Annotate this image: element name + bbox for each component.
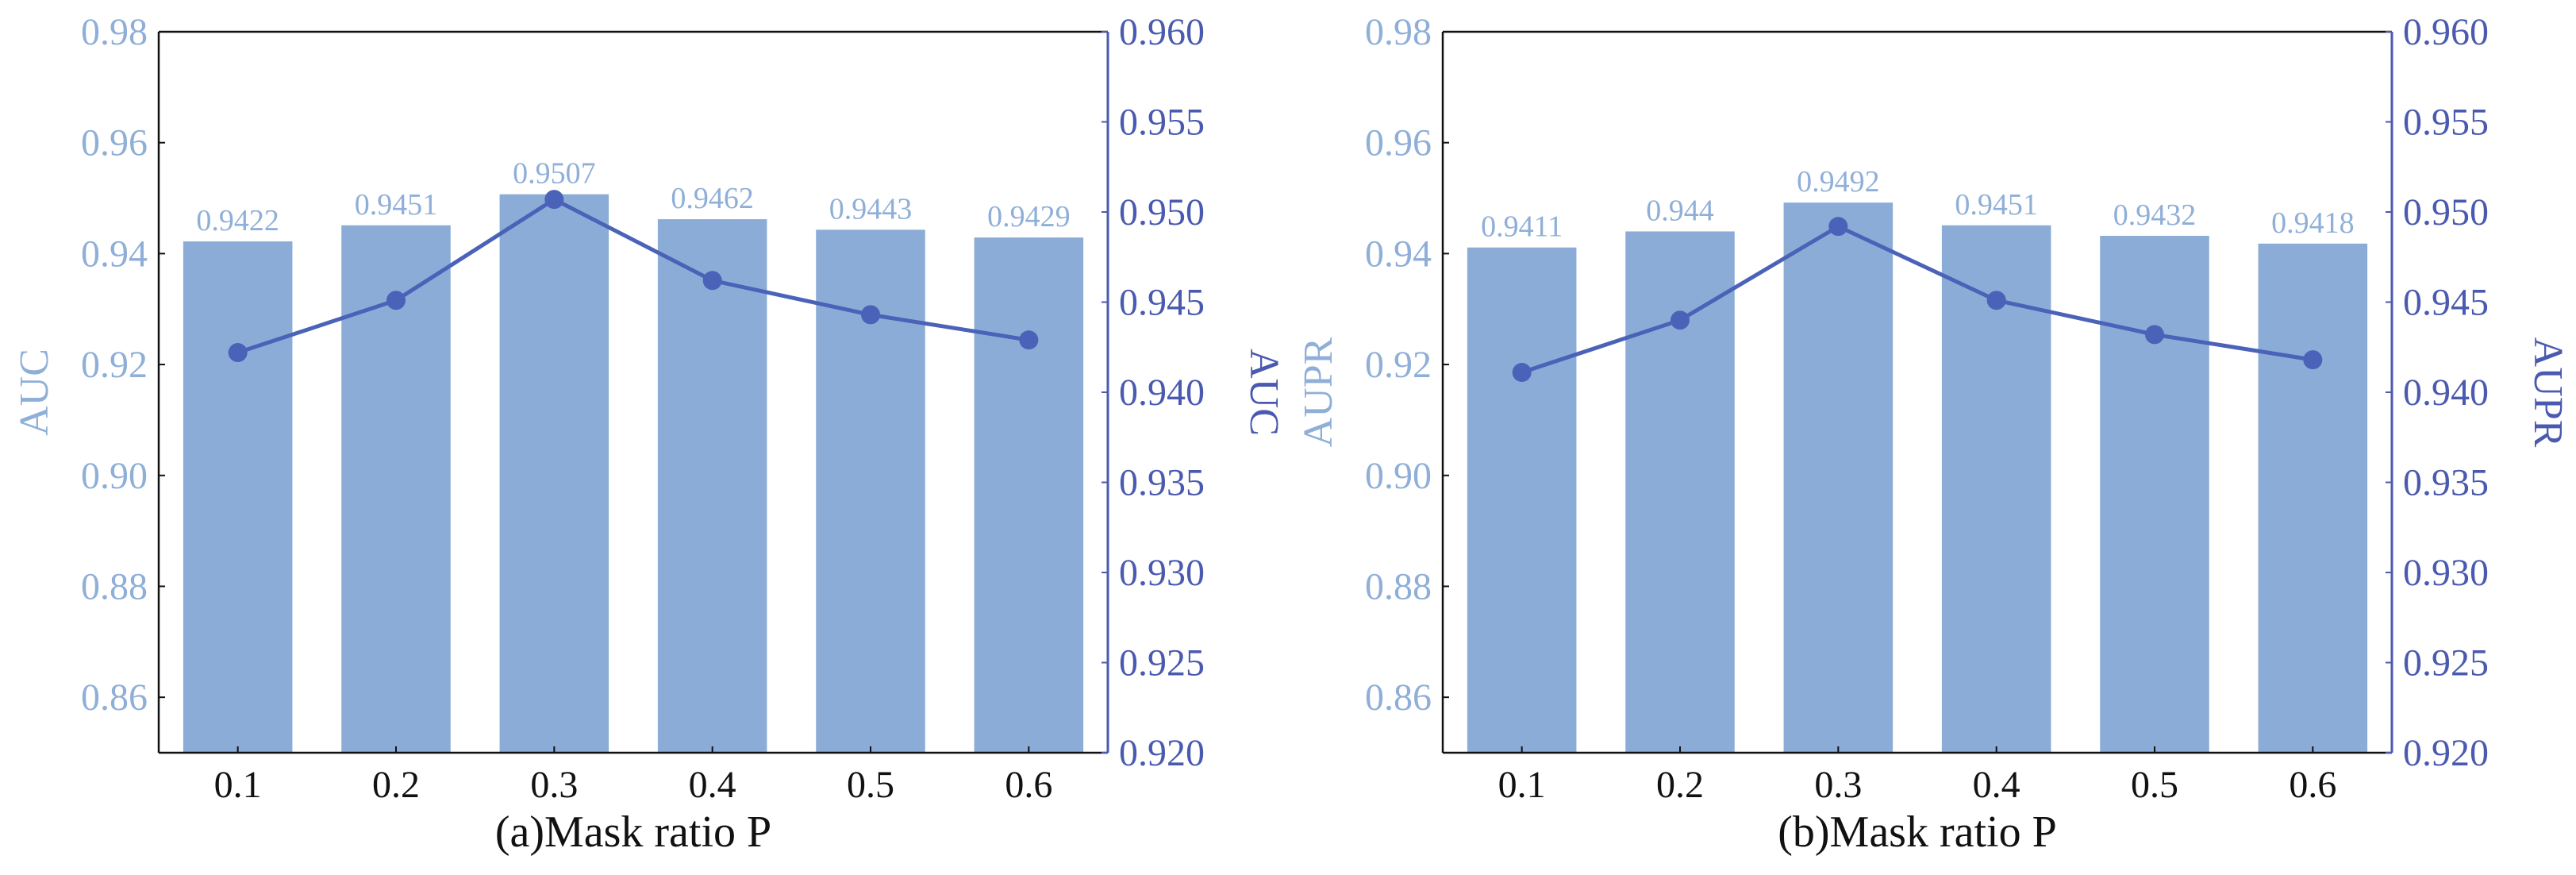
bar [974,237,1084,753]
y-right-axis-label: AUPR [2525,337,2570,448]
y-right-tick-label: 0.945 [2403,282,2489,324]
bar-value-label: 0.9429 [987,200,1071,233]
line-point [1019,330,1039,350]
line-point [228,343,248,363]
y-right-tick-label: 0.940 [1119,372,1205,414]
y-left-tick-label: 0.92 [81,344,148,386]
y-left-tick-label: 0.94 [81,233,148,275]
bar-value-label: 0.9418 [2271,206,2355,240]
y-right-tick-label: 0.955 [1119,102,1205,144]
y-right-axis-label: AUC [1241,349,1286,436]
bar-value-label: 0.9462 [671,182,754,215]
y-right-tick-label: 0.960 [1119,11,1205,53]
x-axis-label: (b)Mask ratio P [1778,808,2057,857]
bar [1625,231,1735,753]
y-right-tick-label: 0.960 [2403,11,2489,53]
line-point [1671,310,1690,330]
line-point [1986,291,2006,310]
y-right-tick-label: 0.935 [1119,462,1205,504]
line-point [861,305,880,325]
y-left-axis-label: AUC [12,349,57,436]
bar-value-label: 0.9507 [513,157,596,191]
x-tick-label: 0.5 [2131,764,2178,806]
bar [2100,236,2209,754]
x-tick-label: 0.6 [1005,764,1052,806]
y-right-tick-label: 0.950 [2403,191,2489,233]
x-tick-label: 0.1 [214,764,262,806]
x-tick-label: 0.4 [1973,764,2020,806]
bar-value-label: 0.9451 [1955,188,2038,222]
y-left-tick-label: 0.98 [1365,11,1432,53]
y-left-tick-label: 0.90 [81,455,148,497]
line-point [386,291,406,310]
x-tick-label: 0.3 [530,764,578,806]
y-left-tick-label: 0.96 [1365,122,1432,164]
x-axis-label: (a)Mask ratio P [495,808,771,857]
y-right-tick-label: 0.925 [1119,642,1205,684]
line-series [236,197,1029,355]
y-right-tick-label: 0.920 [2403,732,2489,774]
y-right-tick-label: 0.945 [1119,282,1205,324]
x-tick-label: 0.5 [847,764,894,806]
line-point [2145,325,2164,345]
bar-value-label: 0.9422 [196,204,279,237]
y-left-axis-label: AUPR [1296,337,1341,447]
bar-value-label: 0.944 [1646,194,1714,227]
bar-value-label: 0.9451 [355,188,438,222]
y-left-tick-label: 0.96 [81,122,148,164]
y-left-tick-label: 0.94 [1365,233,1432,275]
y-left-tick-label: 0.98 [81,11,148,53]
x-tick-label: 0.4 [689,764,736,806]
y-right-tick-label: 0.920 [1119,732,1205,774]
y-left-tick-label: 0.90 [1365,455,1432,497]
y-right-tick-label: 0.930 [1119,552,1205,594]
y-right-tick-label: 0.935 [2403,462,2489,504]
line-point [544,190,564,210]
bar-value-label: 0.9492 [1797,165,1880,199]
y-left-tick-label: 0.88 [81,565,148,607]
bar-value-label: 0.9443 [829,192,913,225]
bar [1941,225,2051,754]
bar [1783,202,1894,753]
line-point [1828,217,1848,237]
y-right-tick-label: 0.955 [2403,102,2489,144]
bar-value-label: 0.9432 [2113,199,2197,232]
chart-panel-b: 0.9411 0.944 0.9492 0.9451 0.9432 0.9418 0.86 0… [1296,11,2570,857]
y-right-tick-label: 0.950 [1119,191,1205,233]
x-tick-label: 0.1 [1498,764,1546,806]
bar-value-label: 0.9411 [1481,210,1563,244]
line-point [702,271,722,291]
bar [499,194,609,753]
y-right-tick-label: 0.925 [2403,642,2489,684]
x-tick-label: 0.2 [1656,764,1704,806]
x-tick-label: 0.6 [2289,764,2336,806]
y-left-tick-label: 0.86 [81,676,148,719]
chart-panel-a: 0.9422 0.9451 0.9507 0.9462 0.9443 0.9429 0.86… [12,11,1286,857]
y-left-tick-label: 0.88 [1365,565,1432,607]
y-right-tick-label: 0.930 [2403,552,2489,594]
line-series [1521,224,2313,375]
y-left-tick-label: 0.86 [1365,676,1432,719]
x-tick-label: 0.3 [1814,764,1862,806]
line-point [1512,363,1532,383]
y-left-tick-label: 0.92 [1365,344,1432,386]
bar [183,241,293,754]
x-tick-label: 0.2 [372,764,420,806]
y-right-tick-label: 0.940 [2403,372,2489,414]
bar [1467,247,1577,753]
bar [657,219,767,754]
bar [2258,243,2368,753]
line-point [2303,350,2323,370]
